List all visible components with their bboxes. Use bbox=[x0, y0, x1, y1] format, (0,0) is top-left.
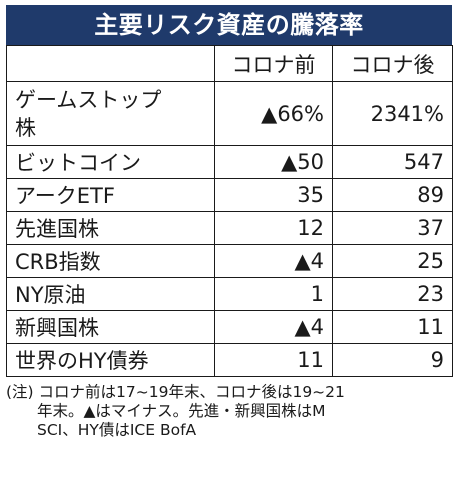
pre-covid-value: ▲50 bbox=[214, 145, 333, 179]
pre-covid-value: ▲4 bbox=[214, 244, 333, 278]
chart-title: 主要リスク資産の騰落率 bbox=[6, 5, 452, 45]
table-row: NY原油 1 23 bbox=[6, 277, 453, 311]
pre-covid-value: ▲66% bbox=[214, 81, 333, 146]
pre-covid-value: 11 bbox=[214, 343, 333, 377]
table-row: アークETF 35 89 bbox=[6, 178, 453, 212]
post-covid-value: 11 bbox=[332, 310, 453, 344]
header-label-cell bbox=[6, 45, 215, 82]
row-label: CRB指数 bbox=[6, 244, 215, 278]
row-label: 先進国株 bbox=[6, 211, 215, 245]
row-label-line: 株 bbox=[15, 115, 36, 140]
post-covid-value: 23 bbox=[332, 277, 453, 311]
data-table: コロナ前 コロナ後 ゲームストップ株 ▲66% 2341% ビットコイン ▲50… bbox=[6, 45, 453, 377]
row-label: NY原油 bbox=[6, 277, 215, 311]
table-row: CRB指数 ▲4 25 bbox=[6, 244, 453, 278]
header-post-covid: コロナ後 bbox=[332, 45, 453, 82]
table-row: ゲームストップ株 ▲66% 2341% bbox=[6, 81, 453, 146]
row-label: アークETF bbox=[6, 178, 215, 212]
pre-covid-value: 35 bbox=[214, 178, 333, 212]
row-label: 新興国株 bbox=[6, 310, 215, 344]
post-covid-value: 2341% bbox=[332, 81, 453, 146]
table-row: ビットコイン ▲50 547 bbox=[6, 145, 453, 179]
pre-covid-value: 1 bbox=[214, 277, 333, 311]
pre-covid-value: 12 bbox=[214, 211, 333, 245]
post-covid-value: 37 bbox=[332, 211, 453, 245]
table-row: 先進国株 12 37 bbox=[6, 211, 453, 245]
table-row: 新興国株 ▲4 11 bbox=[6, 310, 453, 344]
row-label: ゲームストップ株 bbox=[6, 81, 215, 146]
row-label-line: ゲームストップ bbox=[15, 87, 162, 112]
row-label: ビットコイン bbox=[6, 145, 215, 179]
table-row: 世界のHY債券 11 9 bbox=[6, 343, 453, 377]
header-row: コロナ前 コロナ後 bbox=[6, 45, 453, 82]
post-covid-value: 25 bbox=[332, 244, 453, 278]
pre-covid-value: ▲4 bbox=[214, 310, 333, 344]
post-covid-value: 547 bbox=[332, 145, 453, 179]
post-covid-value: 9 bbox=[332, 343, 453, 377]
row-label: 世界のHY債券 bbox=[6, 343, 215, 377]
post-covid-value: 89 bbox=[332, 178, 453, 212]
footnote: (注) コロナ前は17~19年末、コロナ後は19~21 年末。▲はマイナス。先進… bbox=[6, 383, 345, 439]
header-pre-covid: コロナ前 bbox=[214, 45, 333, 82]
